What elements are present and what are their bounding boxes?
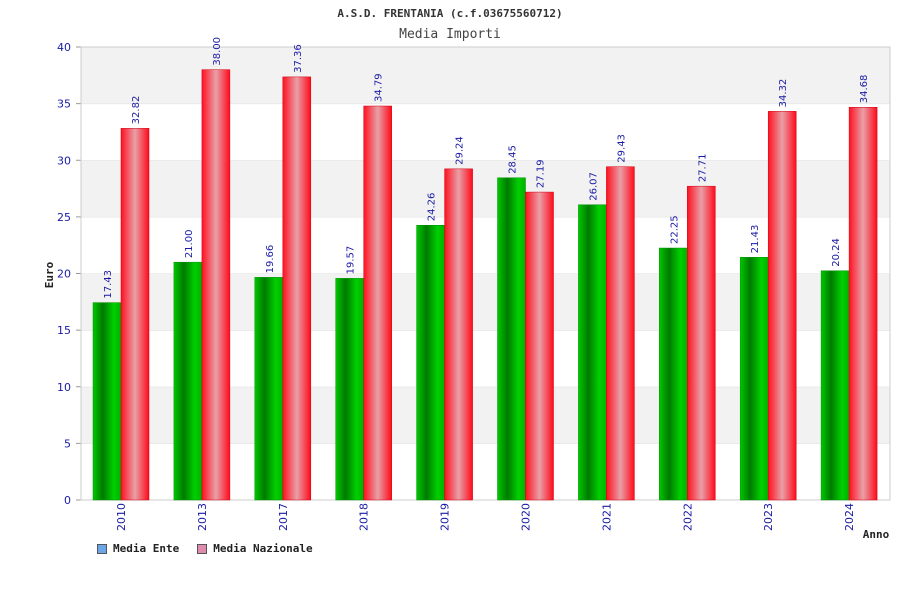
plot-frame: [80, 46, 891, 501]
legend-label-nazionale: Media Nazionale: [213, 542, 313, 555]
bar-media-nazionale: [687, 185, 716, 501]
bar-value-label: 38.00: [212, 37, 223, 66]
bar-value-label: 29.24: [455, 136, 466, 165]
bar-value-label: 19.66: [265, 245, 276, 274]
x-axis-label: Anno: [863, 528, 890, 541]
bar-value-label: 26.07: [588, 172, 599, 201]
bar-media-nazionale: [363, 105, 392, 501]
bar-value-label: 22.25: [669, 215, 680, 244]
y-axis-ticks: 0 5 10 15 20 25 30 35 40: [57, 41, 81, 507]
bar-media-ente: [820, 270, 850, 501]
bar-value-label: 24.26: [427, 193, 438, 222]
x-tick-label: 2013: [196, 503, 209, 531]
bar-media-ente: [739, 257, 769, 501]
chart-title: A.S.D. FRENTANIA (c.f.03675560712): [337, 7, 562, 20]
legend-swatch-ente: [97, 543, 107, 554]
y-tick-label: 35: [57, 98, 71, 111]
x-tick-label: 2021: [600, 503, 613, 531]
y-tick-label: 25: [57, 211, 71, 224]
bar-media-ente: [254, 277, 284, 501]
x-tick-label: 2018: [358, 503, 371, 531]
x-tick-label: 2010: [115, 503, 128, 531]
y-tick-label: 40: [57, 41, 71, 54]
bar-media-ente: [173, 261, 203, 501]
bar-media-nazionale: [201, 69, 231, 501]
bar-media-nazionale: [282, 76, 312, 501]
x-tick-label: 2019: [439, 503, 452, 531]
x-axis-ticks: 2010 2013 2017 2018 2019 2020 2021 2022 2023 2024: [115, 503, 856, 531]
bar-value-label: 28.45: [508, 145, 519, 174]
bar-value-label: 34.79: [374, 73, 385, 102]
y-tick-label: 10: [57, 381, 71, 394]
legend-item-ente: Media Ente: [97, 542, 179, 555]
x-tick-label: 2023: [762, 503, 775, 531]
x-tick-label: 2017: [277, 503, 290, 531]
bar-value-label: 21.43: [750, 225, 761, 254]
bar-media-nazionale: [767, 111, 797, 501]
x-tick-label: 2020: [520, 503, 533, 531]
bar-media-ente: [335, 278, 364, 501]
x-tick-label: 2024: [843, 503, 856, 531]
bars-group: 17.43 32.82 21.00 38.00 19.66 37.36 19.57 34.79…: [92, 37, 878, 501]
bar-value-label: 37.36: [293, 44, 304, 73]
bar-media-nazionale: [444, 168, 473, 501]
bar-media-nazionale: [848, 106, 878, 501]
bar-value-label: 34.32: [778, 79, 789, 108]
y-tick-label: 15: [57, 324, 71, 337]
bar-media-ente: [497, 177, 526, 501]
bar-media-nazionale: [606, 166, 635, 501]
bar-media-nazionale: [120, 128, 150, 501]
bar-media-ente: [92, 302, 122, 501]
legend-label-ente: Media Ente: [113, 542, 180, 555]
y-tick-label: 0: [64, 494, 71, 507]
bar-value-label: 34.68: [859, 75, 870, 104]
y-tick-label: 5: [64, 437, 71, 450]
x-tick-label: 2022: [681, 503, 694, 531]
bar-media-nazionale: [525, 191, 554, 501]
y-axis-label: Euro: [43, 261, 56, 288]
bar-value-label: 27.19: [536, 159, 547, 188]
bar-media-ente: [659, 247, 688, 501]
bar-value-label: 19.57: [346, 246, 357, 275]
legend: Media Ente Media Nazionale: [97, 542, 313, 555]
legend-item-nazionale: Media Nazionale: [197, 542, 313, 555]
bar-value-label: 17.43: [103, 270, 114, 299]
bar-value-label: 20.24: [831, 238, 842, 267]
y-tick-label: 20: [57, 268, 71, 281]
bar-value-label: 29.43: [616, 134, 627, 163]
bar-value-label: 21.00: [184, 230, 195, 259]
bar-media-ente: [416, 225, 445, 501]
bar-value-label: 27.71: [697, 154, 708, 183]
y-tick-label: 30: [57, 154, 71, 167]
legend-swatch-nazionale: [197, 543, 208, 554]
bar-media-ente: [578, 204, 607, 501]
bar-value-label: 32.82: [131, 96, 142, 125]
chart-subtitle: Media Importi: [399, 27, 501, 42]
